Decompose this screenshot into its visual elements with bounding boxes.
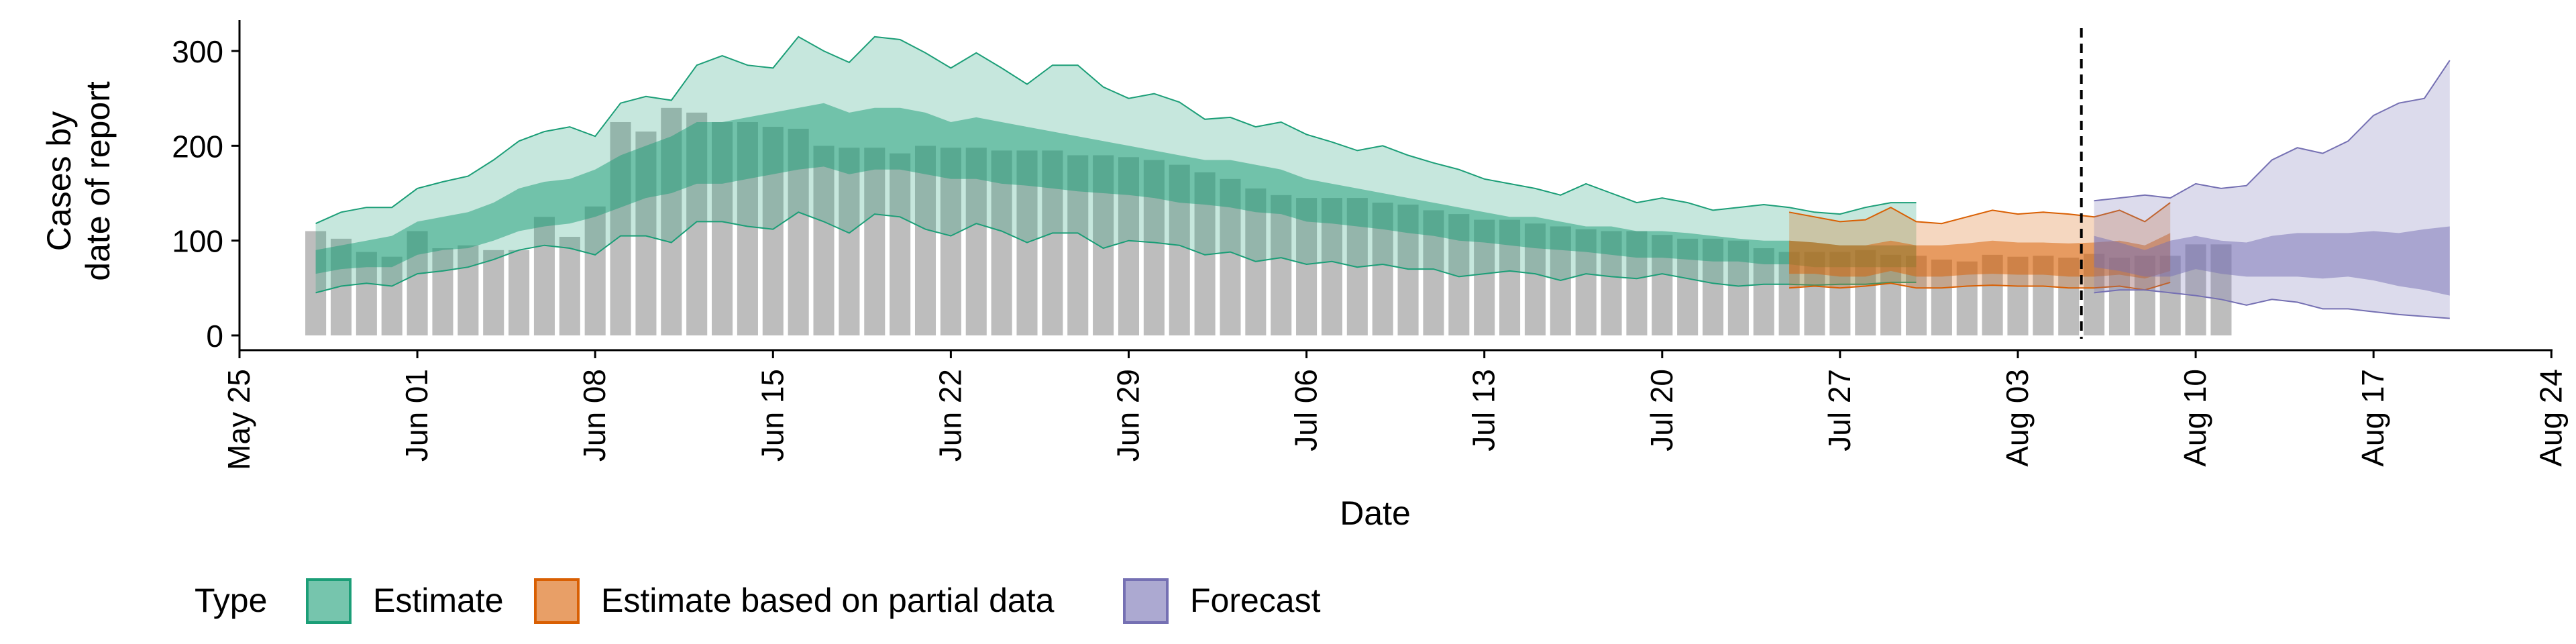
- y-axis-title: Cases bydate of report: [40, 81, 117, 281]
- x-tick-label: Jul 20: [1644, 369, 1679, 451]
- estimate-based-on-partial-data-lower-line: [1789, 281, 2171, 291]
- forecast-lower-line: [2094, 289, 2450, 319]
- y-tick-label: 0: [206, 319, 223, 354]
- x-tick-label: Aug 24: [2533, 369, 2568, 467]
- legend-label-estimate-based-on-partial-data: Estimate based on partial data: [601, 582, 1055, 619]
- y-tick-label: 300: [172, 34, 223, 69]
- reported-case-bar: [890, 153, 911, 335]
- x-axis-title: Date: [1340, 494, 1411, 532]
- legend-swatch-forecast: [1123, 578, 1169, 624]
- x-tick-label: Jun 29: [1110, 369, 1145, 462]
- x-tick-label: Jul 13: [1466, 369, 1501, 451]
- reported-case-bar: [864, 148, 885, 335]
- axes: 0 100 200 300 May 25 Jun 01 Jun 08 Jun 15 Jun 2…: [172, 20, 2568, 470]
- legend: Type Estimate Estimate based on partial d…: [195, 578, 1321, 624]
- forecast-upper-line: [2094, 60, 2451, 202]
- x-tick-label: Jun 01: [399, 369, 434, 462]
- reported-case-bar: [508, 250, 530, 335]
- reported-case-bar: [432, 248, 453, 335]
- reported-case-bar: [458, 245, 479, 335]
- reported-case-bar: [533, 217, 555, 335]
- legend-label-estimate: Estimate: [373, 582, 504, 619]
- estimate-upper-line: [315, 36, 1917, 225]
- y-tick-label: 100: [172, 224, 223, 259]
- estimate-based-on-partial-data-upper-line: [1788, 202, 2171, 225]
- x-tick-label: Jul 06: [1289, 369, 1324, 451]
- estimate-based-on-partial-data-band-50: [1789, 233, 2171, 279]
- y-tick-label: 200: [172, 129, 223, 164]
- legend-swatch-estimate-based-on-partial-data: [534, 578, 580, 624]
- x-tick-label: Jun 15: [755, 369, 790, 462]
- x-tick-label: May 25: [221, 369, 256, 470]
- reported-case-bar: [483, 250, 504, 335]
- x-tick-label: Aug 03: [2000, 369, 2035, 467]
- x-tick-label: Aug 10: [2178, 369, 2212, 467]
- x-tick-label: Jun 22: [932, 369, 967, 462]
- reported-case-bar: [305, 231, 327, 335]
- x-axis-ticks: May 25 Jun 01 Jun 08 Jun 15 Jun 22 Jun 29 Jul …: [221, 350, 2568, 470]
- y-axis-title-line: date of report: [79, 81, 117, 281]
- reported-case-bar: [559, 237, 580, 335]
- x-tick-label: Jul 27: [1822, 369, 1857, 451]
- reported-case-bar: [839, 148, 860, 335]
- x-tick-label: Aug 17: [2355, 369, 2390, 467]
- y-axis-title-line: Cases by: [40, 111, 78, 251]
- estimate-band-50: [315, 103, 1917, 274]
- legend-label-forecast: Forecast: [1190, 582, 1321, 619]
- forecast-band-50: [2094, 226, 2450, 296]
- reported-case-bar: [1271, 195, 1292, 335]
- legend-title: Type: [195, 582, 267, 619]
- reported-case-bar: [813, 146, 835, 336]
- legend-swatch-estimate: [306, 578, 352, 624]
- y-axis-ticks: 0 100 200 300: [172, 34, 239, 354]
- x-tick-label: Jun 08: [577, 369, 612, 462]
- reported-case-bar: [584, 206, 606, 335]
- estimate-lower-line: [315, 211, 1917, 294]
- reported-case-bar: [381, 256, 402, 335]
- reported-case-bar: [914, 146, 936, 336]
- plot-area: [305, 28, 2451, 339]
